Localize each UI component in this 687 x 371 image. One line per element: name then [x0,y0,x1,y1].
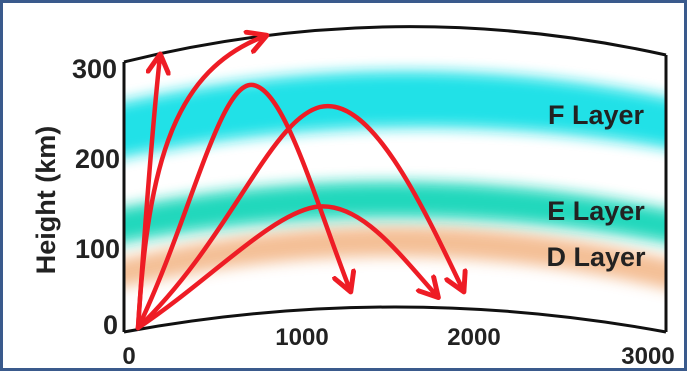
y-axis-label: Height (km) [31,126,61,275]
radio-rays [135,36,463,331]
x-axis-ticks: 0 1000 2000 3000 [122,324,674,370]
ray-escape-curved [135,36,265,331]
y-axis-ticks: 300 200 100 0 [72,54,120,340]
y-tick-200: 200 [75,144,120,174]
ground-arc [123,305,667,334]
ray-f-long [135,103,463,331]
e-layer-band [124,181,666,245]
d-layer-label: D Layer [546,242,646,272]
e-layer-label: E Layer [547,196,645,226]
plot-boundary [122,25,668,334]
f-layer-label: F Layer [548,100,645,130]
x-tick-0: 0 [122,343,135,370]
ray-e-reflect [135,204,437,331]
y-tick-100: 100 [75,234,120,264]
y-tick-300: 300 [72,54,117,84]
x-tick-3000: 3000 [621,343,674,370]
ray-f-short [135,82,350,331]
top-arc [123,25,667,64]
y-tick-0: 0 [103,310,118,340]
f-layer-band [124,71,666,160]
layer-labels: F Layer E Layer D Layer [546,100,646,272]
x-tick-2000: 2000 [447,324,500,351]
x-tick-1000: 1000 [275,324,328,351]
